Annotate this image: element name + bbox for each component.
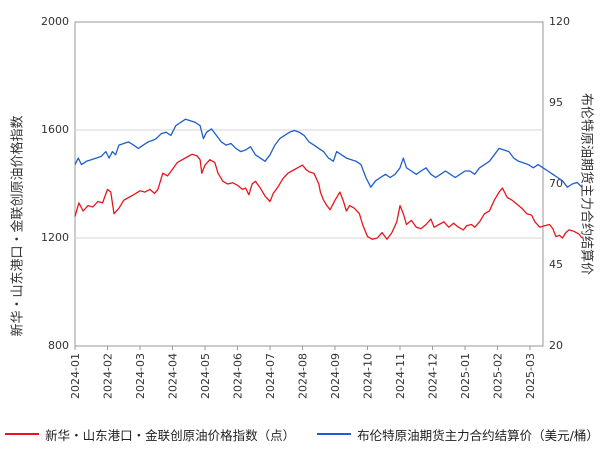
- x-axis-ticks: 2024-01 2024-02 2024-03 2024-04 2024-05 2024-…: [69, 346, 537, 399]
- x-tick-label: 2024-02: [102, 353, 115, 399]
- x-tick-label: 2025-02: [492, 353, 505, 399]
- left-tick-label: 800: [48, 339, 69, 352]
- x-tick-label: 2025-01: [459, 353, 472, 399]
- x-tick-label: 2024-11: [394, 353, 407, 399]
- x-tick-label: 2024-03: [134, 353, 147, 399]
- right-axis-ticks: 20 45 70 95 120: [549, 15, 570, 352]
- legend-item-brent: 布伦特原油期货主力合约结算价（美元/桶）: [317, 425, 599, 444]
- left-tick-label: 2000: [41, 15, 69, 28]
- x-tick-label: 2024-04: [167, 353, 180, 399]
- x-tick-label: 2024-07: [264, 353, 277, 399]
- left-tick-label: 1200: [41, 231, 69, 244]
- legend-label-index: 新华・山东港口・金联创原油价格指数（点）: [45, 427, 296, 443]
- legend-item-index: 新华・山东港口・金联创原油价格指数（点）: [5, 425, 295, 444]
- series-line-index: [74, 153, 583, 240]
- series-line-brent: [74, 118, 583, 188]
- x-tick-label: 2024-12: [427, 353, 440, 399]
- right-tick-label: 70: [549, 177, 563, 190]
- x-tick-label: 2024-06: [232, 353, 245, 399]
- x-tick-label: 2024-01: [69, 353, 82, 399]
- series-layer: [74, 118, 583, 240]
- legend-swatch-red: [5, 433, 40, 435]
- x-tick-label: 2024-08: [297, 353, 310, 399]
- right-tick-label: 120: [549, 15, 570, 28]
- legend: 新华・山东港口・金联创原油价格指数（点） 布伦特原油期货主力合约结算价（美元/桶…: [0, 424, 604, 444]
- right-tick-label: 95: [549, 96, 563, 109]
- grid-lines: [75, 129, 543, 239]
- x-tick-label: 2024-10: [362, 353, 375, 399]
- x-tick-label: 2024-09: [329, 353, 342, 399]
- right-tick-label: 20: [549, 339, 563, 352]
- left-axis-ticks: 800 1200 1600 2000: [41, 15, 69, 352]
- plot-area: [74, 21, 544, 347]
- legend-swatch-blue: [317, 433, 352, 435]
- right-axis-title: 布伦特原油期货主力合约结算价: [579, 93, 595, 275]
- x-tick-label: 2024-05: [199, 353, 212, 399]
- x-tick-label: 2025-03: [524, 353, 537, 399]
- right-tick-label: 45: [549, 258, 563, 271]
- legend-label-brent: 布伦特原油期货主力合约结算价（美元/桶）: [357, 427, 599, 443]
- left-axis-title: 新华・山东港口・金联创原油价格指数: [10, 115, 26, 336]
- left-tick-label: 1600: [41, 123, 69, 136]
